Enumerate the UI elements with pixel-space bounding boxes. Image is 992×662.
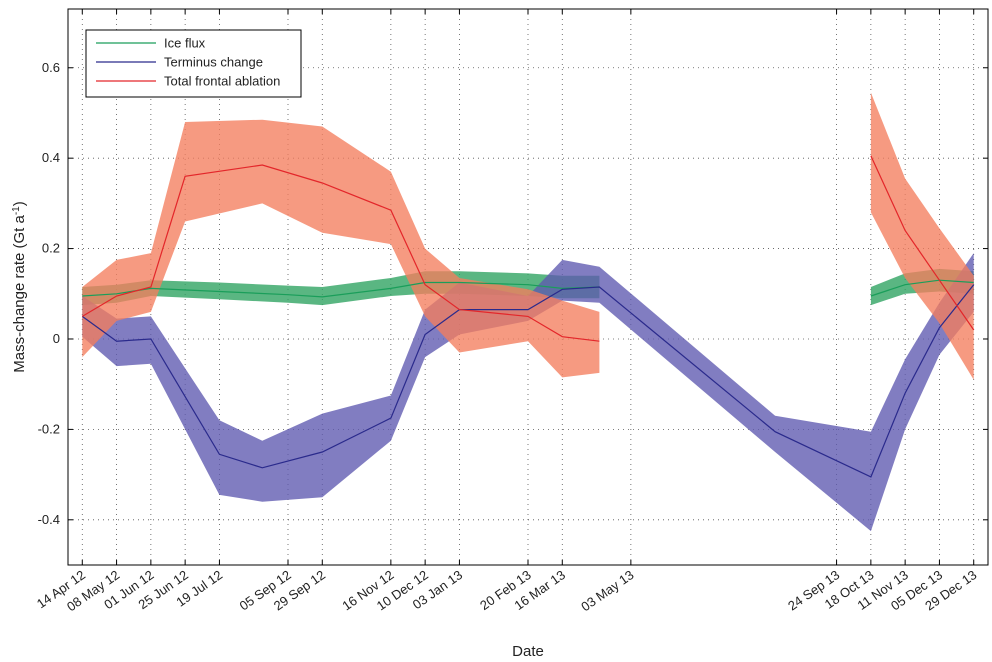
y-tick-label: 0.2 bbox=[42, 241, 60, 256]
x-tick-label: 03 May 13 bbox=[578, 567, 636, 614]
line-series-2-segment-1 bbox=[870, 155, 975, 331]
legend-label-2: Total frontal ablation bbox=[164, 74, 280, 89]
y-axis-title-main: Mass-change rate (Gt a bbox=[11, 215, 28, 373]
y-tick-label: 0.4 bbox=[42, 150, 60, 165]
y-tick-label: -0.4 bbox=[38, 512, 60, 527]
uncertainty-bands bbox=[82, 92, 974, 532]
y-axis-title: Mass-change rate (Gt a-1) bbox=[11, 201, 29, 372]
line-series-0-segment-1 bbox=[870, 279, 974, 297]
x-axis-title: Date bbox=[512, 643, 544, 660]
band-series-1-segment-0 bbox=[82, 253, 974, 532]
legend-label-0: Ice flux bbox=[164, 36, 206, 51]
y-axis-title-end: ) bbox=[11, 201, 28, 206]
band-series-2-segment-0 bbox=[82, 119, 600, 378]
legend-box bbox=[85, 29, 302, 98]
y-axis-title-sup: -1 bbox=[11, 206, 22, 215]
y-tick-label: 0 bbox=[53, 331, 60, 346]
y-axis: 0.6 0.4 0.2 0 -0.2 -0.4 bbox=[38, 60, 988, 527]
series-lines bbox=[81, 155, 975, 478]
line-series-2-segment-0 bbox=[81, 164, 600, 342]
y-tick-label: -0.2 bbox=[38, 421, 60, 436]
legend-label-1: Terminus change bbox=[164, 55, 263, 70]
band-series-2-segment-1 bbox=[870, 92, 974, 380]
band-series-0-segment-0 bbox=[82, 271, 600, 306]
legend: Ice flux Terminus change Total frontal abl… bbox=[85, 29, 302, 98]
y-tick-label: 0.6 bbox=[42, 60, 60, 75]
line-series-0-segment-0 bbox=[82, 281, 600, 298]
